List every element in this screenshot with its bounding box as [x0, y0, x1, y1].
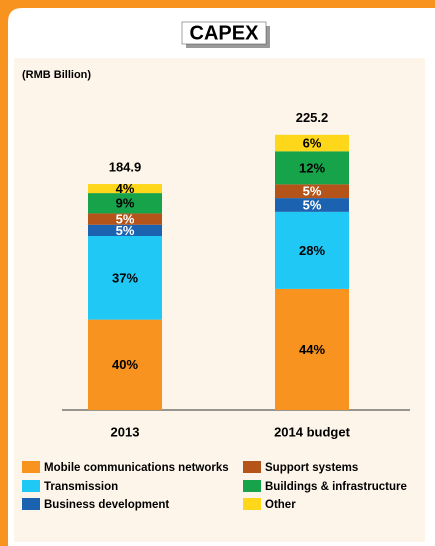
bar-segment — [275, 134, 349, 152]
value-label: 5% — [303, 184, 322, 199]
legend-swatch — [243, 461, 261, 473]
x-tick-label: 2013 — [111, 424, 140, 439]
legend-label: Support systems — [265, 462, 358, 474]
bar-segment — [88, 236, 162, 320]
value-label: 5% — [116, 223, 135, 238]
bar-segment — [275, 198, 349, 212]
legend-swatch — [243, 498, 261, 510]
bar-segment — [275, 211, 349, 289]
plot-panel — [14, 58, 425, 542]
value-label: 6% — [303, 135, 322, 150]
legend-label: Transmission — [44, 481, 118, 493]
total-label: 225.2 — [296, 110, 329, 125]
bar-segment — [275, 151, 349, 185]
value-label: 9% — [116, 196, 135, 211]
bar-segment — [88, 213, 162, 225]
value-label: 37% — [112, 270, 138, 285]
bar-segment — [275, 184, 349, 199]
bar-segment — [275, 288, 349, 410]
value-label: 40% — [112, 357, 138, 372]
value-label: 12% — [299, 160, 325, 175]
bar-segment — [88, 184, 162, 194]
legend-label: Business development — [44, 499, 169, 511]
unit-label: (RMB Billion) — [22, 69, 91, 81]
value-label: 5% — [303, 197, 322, 212]
bar-segment — [88, 319, 162, 410]
legend-label: Other — [265, 499, 296, 511]
legend-label: Mobile communications networks — [44, 462, 229, 474]
legend-swatch — [22, 480, 40, 492]
legend-label: Buildings & infrastructure — [265, 481, 407, 493]
bar-segment — [88, 193, 162, 214]
legend-swatch — [243, 480, 261, 492]
value-label: 4% — [116, 181, 135, 196]
total-label: 184.9 — [109, 159, 142, 174]
x-tick-label: 2014 budget — [274, 424, 351, 439]
legend-swatch — [22, 461, 40, 473]
legend-swatch — [22, 498, 40, 510]
bar-segment — [88, 224, 162, 237]
value-label: 28% — [299, 243, 325, 258]
value-label: 5% — [116, 212, 135, 227]
chart-title: CAPEX — [190, 22, 260, 44]
value-label: 44% — [299, 342, 325, 357]
title-box — [181, 21, 267, 45]
